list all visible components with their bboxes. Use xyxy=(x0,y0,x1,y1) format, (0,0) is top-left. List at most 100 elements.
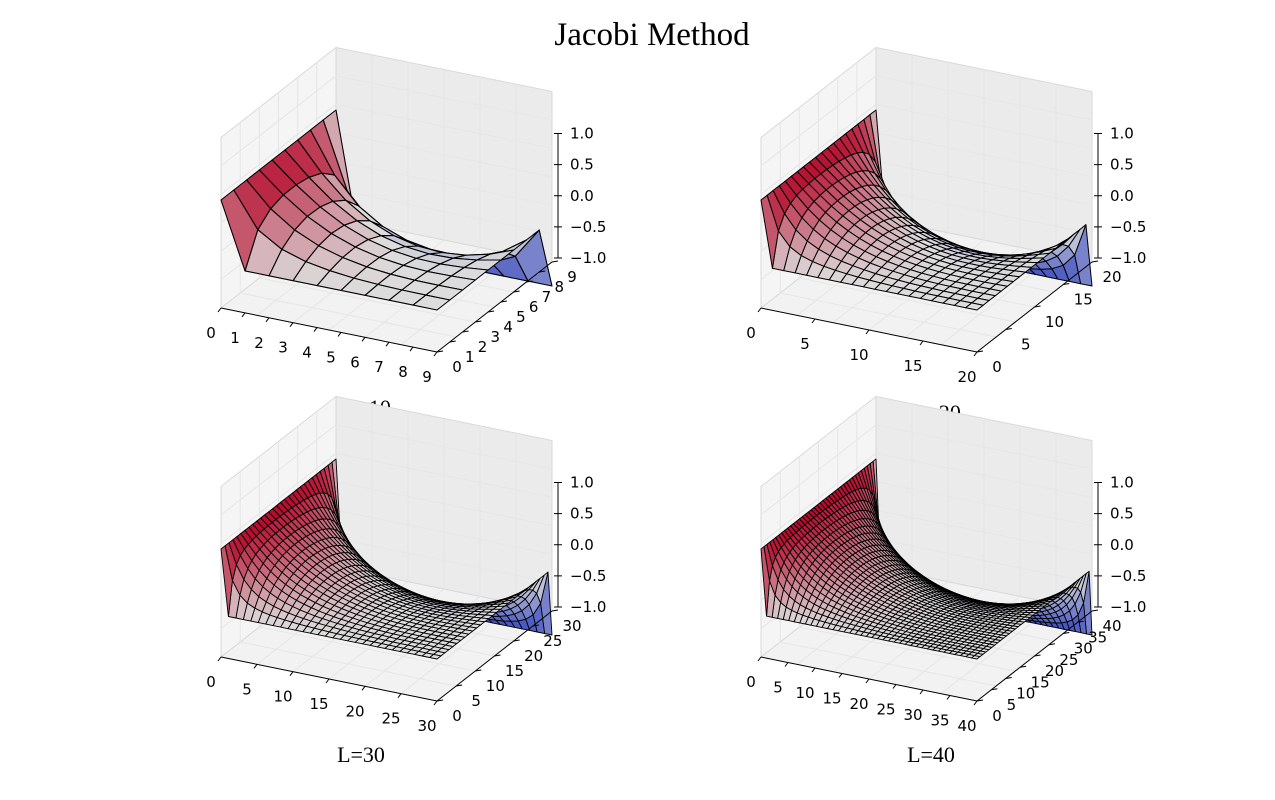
y-tick-label: 5 xyxy=(1007,696,1017,714)
y-tick-label: 3 xyxy=(491,328,501,346)
y-tick-mark xyxy=(1034,654,1041,657)
x-tick-mark xyxy=(811,667,816,673)
x-tick-mark xyxy=(865,329,870,335)
x-tick-mark xyxy=(433,351,438,357)
x-tick-mark xyxy=(241,312,246,318)
y-tick-label: 20 xyxy=(1045,662,1064,680)
x-tick-label: 4 xyxy=(302,344,312,362)
y-tick-mark xyxy=(449,340,456,343)
subplot-label: L=40 xyxy=(907,742,955,767)
x-tick-label: 8 xyxy=(398,363,408,381)
x-tick-label: 0 xyxy=(206,673,216,691)
grid-line xyxy=(760,75,1093,167)
y-tick-label: 15 xyxy=(1074,291,1093,309)
grid-line xyxy=(220,75,553,167)
x-tick-label: 25 xyxy=(876,701,895,719)
x-tick-mark xyxy=(919,340,924,346)
x-tick-label: 15 xyxy=(309,695,328,713)
subplot-label: L=30 xyxy=(337,742,385,767)
y-tick-label: 0 xyxy=(992,707,1002,725)
x-tick-mark xyxy=(313,327,318,332)
x-tick-label: 7 xyxy=(374,358,384,376)
surface-cell xyxy=(760,194,779,269)
y-tick-mark xyxy=(513,639,520,642)
subplot-l40: 0 5 10 15 20 25 30 35 4005101520253035401.00.50.… xyxy=(746,395,1146,767)
z-tick-label: 0.5 xyxy=(1110,156,1134,174)
grid-line xyxy=(220,452,553,544)
y-tick-label: 5 xyxy=(471,692,481,710)
x-tick-label: 5 xyxy=(773,679,783,697)
x-tick-label: 6 xyxy=(350,353,360,371)
grid-line xyxy=(760,103,1093,195)
x-tick-mark xyxy=(217,656,222,662)
z-tick-label: −0.5 xyxy=(570,218,606,236)
y-tick-mark xyxy=(532,624,539,627)
y-tick-mark xyxy=(462,330,469,333)
y-tick-label: 7 xyxy=(542,288,552,306)
surface-cell xyxy=(760,546,770,617)
z-tick-label: −0.5 xyxy=(1110,567,1146,585)
y-tick-mark xyxy=(500,300,507,303)
y-tick-label: 35 xyxy=(1088,628,1107,646)
x-tick-mark xyxy=(253,664,258,669)
z-tick-label: −1.0 xyxy=(1110,249,1146,267)
x-tick-mark xyxy=(337,332,342,337)
y-tick-mark xyxy=(436,350,444,353)
surface xyxy=(220,109,553,311)
y-tick-mark xyxy=(488,310,495,313)
y-tick-label: 5 xyxy=(516,308,526,326)
z-tick-label: 0.0 xyxy=(570,187,594,205)
z-tick-label: 0.5 xyxy=(1110,505,1134,523)
x-tick-mark xyxy=(361,686,366,691)
z-tick-label: 1.0 xyxy=(570,474,594,492)
x-tick-mark xyxy=(217,307,222,313)
grid-line xyxy=(760,424,1093,516)
grid-line xyxy=(220,424,553,516)
y-tick-mark xyxy=(1005,677,1012,679)
y-tick-label: 15 xyxy=(1031,673,1050,691)
grid-line xyxy=(760,452,1093,544)
x-tick-label: 10 xyxy=(795,684,814,702)
z-tick-label: 1.0 xyxy=(1110,125,1134,143)
y-tick-mark xyxy=(526,280,533,283)
surface-cell xyxy=(220,189,259,272)
x-tick-label: 30 xyxy=(903,706,922,724)
z-tick-label: −0.5 xyxy=(570,567,606,585)
x-tick-label: 30 xyxy=(417,717,436,735)
z-tick-label: −0.5 xyxy=(1110,218,1146,236)
y-tick-label: 25 xyxy=(1059,651,1078,669)
x-tick-label: 20 xyxy=(957,368,976,386)
z-tick-label: 0.0 xyxy=(570,536,594,554)
x-tick-label: 1 xyxy=(230,329,240,347)
y-tick-mark xyxy=(1091,260,1099,263)
surface xyxy=(760,109,1093,311)
y-tick-mark xyxy=(976,350,984,353)
x-tick-label: 5 xyxy=(326,348,336,366)
x-tick-mark xyxy=(385,341,390,347)
surface-cell xyxy=(220,545,233,617)
x-tick-label: 25 xyxy=(381,710,400,728)
z-tick-label: 0.0 xyxy=(1110,536,1134,554)
z-tick-label: 0.0 xyxy=(1110,187,1134,205)
x-tick-label: 0 xyxy=(746,673,756,691)
y-tick-mark xyxy=(456,684,463,687)
surface xyxy=(760,458,1093,660)
y-axis-line xyxy=(436,261,553,353)
z-tick-label: −1.0 xyxy=(1110,598,1146,616)
y-tick-label: 40 xyxy=(1102,617,1121,635)
y-tick-mark xyxy=(991,688,998,691)
x-tick-mark xyxy=(973,700,978,706)
y-tick-label: 20 xyxy=(1102,268,1121,286)
z-tick-label: −1.0 xyxy=(570,249,606,267)
y-tick-label: 10 xyxy=(1045,313,1064,331)
x-tick-label: 0 xyxy=(206,324,216,342)
y-tick-mark xyxy=(539,270,546,273)
y-tick-label: 15 xyxy=(505,662,524,680)
y-tick-mark xyxy=(1005,328,1012,330)
x-tick-label: 40 xyxy=(957,717,976,735)
y-tick-label: 20 xyxy=(524,647,543,665)
y-tick-label: 0 xyxy=(452,707,462,725)
x-tick-mark xyxy=(409,346,414,352)
